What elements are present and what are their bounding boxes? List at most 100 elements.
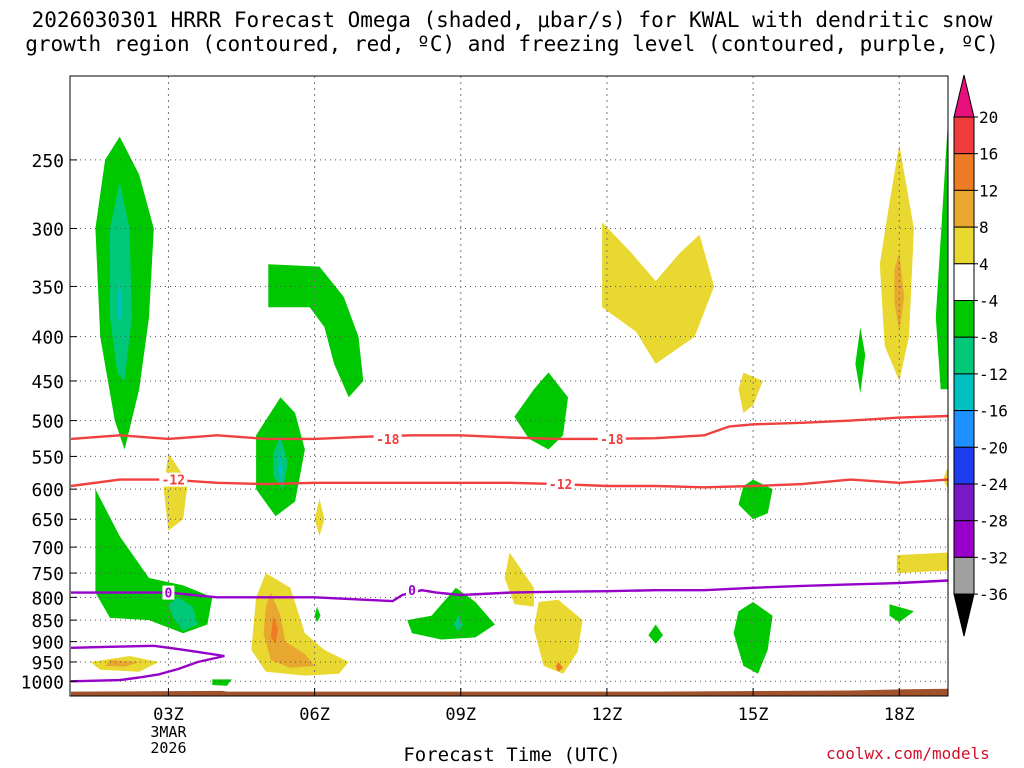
colorbar-bin--8--4	[953, 300, 975, 338]
omega-colorbar: 20 16 12 8 4 -4 -8 -12 -16 -20 -24 -28 -32 -36	[953, 74, 1008, 637]
omega-yellow-19z-low	[896, 552, 948, 574]
colorbar-label--32: -32	[979, 548, 1008, 567]
colorbar-label--36: -36	[979, 585, 1008, 604]
freezing-level-0-contour-label-bg-0	[162, 585, 175, 600]
freezing-level-sfc-contour-2	[70, 654, 225, 683]
x-tick-sublabel-0: 3MAR	[150, 723, 187, 741]
omega-teal-03z-low	[168, 597, 198, 631]
omega-green-15z-mid	[738, 479, 773, 520]
omega-cyan-05z	[278, 453, 283, 483]
y-tick-label-350: 350	[31, 277, 64, 298]
colorbar-label--28: -28	[979, 512, 1008, 531]
y-tick-label-550: 550	[31, 447, 64, 468]
source-credit: coolwx.com/models	[826, 744, 990, 763]
colorbar-label-20: 20	[979, 108, 998, 127]
y-tick-label-750: 750	[31, 564, 64, 585]
colorbar-bin-12-16	[953, 153, 975, 191]
colorbar-top-arrow	[953, 74, 975, 118]
colorbar-bin--4-4	[953, 263, 975, 301]
grid-lines	[70, 76, 948, 696]
omega-yellow-13z-upper	[602, 222, 715, 364]
colorbar-label-4: 4	[979, 255, 989, 274]
dgz-minus12-contour-label-bg-1	[546, 477, 575, 492]
omega-shaded-regions	[90, 120, 948, 686]
dgz-minus18-contour-label-bg-0	[373, 431, 402, 446]
colorbar-bin--16--12	[953, 373, 975, 412]
x-tick-label-03Z: 03Z	[153, 705, 184, 725]
dgz-minus18-contour	[70, 414, 949, 441]
omega-orange-11z-low	[555, 662, 564, 672]
terrain-ground	[71, 688, 948, 696]
x-tick-label-06Z: 06Z	[299, 705, 330, 725]
colorbar-bin--32--28	[953, 520, 975, 558]
omega-green-17z	[855, 327, 866, 394]
colorbar-label--8: -8	[979, 328, 998, 347]
omega-yellow-15z-upper	[738, 372, 763, 413]
y-tick-label-950: 950	[31, 653, 64, 674]
y-tick-label-800: 800	[31, 588, 64, 609]
dgz-minus12-contour-label-0: -12	[162, 474, 185, 489]
freezing-level-sfc-contour-1	[70, 644, 225, 658]
colorbar-bin-8-12	[953, 189, 975, 228]
colorbar-bin--20--16	[953, 410, 975, 448]
colorbar-label--20: -20	[979, 438, 1008, 457]
omega-teal-03z-upper	[110, 181, 132, 381]
omega-green-09z-low	[407, 587, 495, 640]
omega-green-04z-sfc	[212, 679, 232, 686]
omega-yellow-06z-mid	[314, 498, 325, 537]
freezing-level-0-contour-label-1: 0	[408, 584, 416, 599]
omega-green-11z	[514, 372, 568, 450]
freezing-level-0-contour	[71, 579, 949, 603]
colorbar-label-8: 8	[979, 218, 989, 237]
omega-yellow-10z	[504, 552, 534, 607]
omega-green-03z-low	[95, 489, 213, 634]
colorbar-label--24: -24	[979, 475, 1008, 494]
colorbar-bin--36--32	[953, 556, 975, 595]
colorbar-bin--24--20	[953, 446, 975, 485]
dgz-minus18-contour-label-bg-1	[597, 431, 626, 446]
omega-green-06z-upper	[268, 264, 364, 398]
x-tick-sublabel-1: 2026	[150, 739, 186, 757]
x-tick-label-09Z: 09Z	[445, 705, 476, 725]
plot-axes: 2503003504004505005506006507007508008509…	[21, 75, 949, 757]
y-tick-label-600: 600	[31, 480, 64, 501]
y-tick-label-500: 500	[31, 412, 64, 433]
colorbar-label-16: 16	[979, 145, 998, 164]
x-axis-title: Forecast Time (UTC)	[403, 744, 621, 766]
omega-yellow-19z-600	[943, 466, 948, 490]
y-tick-label-900: 900	[31, 633, 64, 654]
colorbar-bin--12--8	[953, 336, 975, 375]
colorbar-label-12: 12	[979, 181, 998, 200]
chart-title-line-2: growth region (contoured, red, ºC) and f…	[25, 32, 999, 56]
omega-yellow-11z-low	[533, 599, 583, 674]
terrain-layer	[71, 688, 948, 696]
omega-green-19z	[935, 120, 948, 390]
y-tick-label-850: 850	[31, 611, 64, 632]
y-tick-label-450: 450	[31, 372, 64, 393]
temperature-contours: -18 -18 -12 -12 0 0	[70, 414, 949, 683]
y-tick-label-250: 250	[31, 151, 64, 172]
omega-cyan-03z-upper	[117, 275, 123, 328]
plot-frame	[69, 75, 949, 697]
dgz-minus18-contour-label-1: -18	[600, 433, 624, 448]
omega-green-06z-low	[314, 606, 321, 623]
dgz-minus12-contour-label-bg-0	[159, 472, 188, 487]
omega-green-13z-low	[648, 624, 663, 644]
omega-orange-05z-low	[270, 615, 279, 644]
omega-gold-05z-low	[263, 592, 315, 668]
omega-green-18z-low	[889, 604, 914, 623]
colorbar-bin-16-20	[953, 116, 975, 155]
dgz-minus12-contour	[70, 478, 949, 489]
y-tick-label-400: 400	[31, 328, 64, 349]
omega-green-15z-low	[733, 602, 773, 674]
chart-title-line-1: 2026030301 HRRR Forecast Omega (shaded, …	[31, 8, 993, 32]
y-tick-label-700: 700	[31, 538, 64, 559]
colorbar-label--4: -4	[979, 292, 998, 311]
dgz-minus18-contour-label-0: -18	[376, 433, 400, 448]
freezing-level-0-contour-label-bg-1	[406, 583, 419, 598]
colorbar-label--16: -16	[979, 402, 1008, 421]
colorbar-label--12: -12	[979, 365, 1008, 384]
x-tick-label-18Z: 18Z	[884, 705, 915, 725]
colorbar-bottom-arrow	[953, 593, 975, 637]
